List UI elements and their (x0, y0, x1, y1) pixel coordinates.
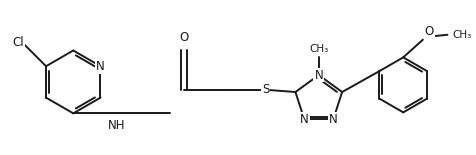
Text: NH: NH (108, 119, 125, 132)
Text: S: S (261, 83, 269, 96)
Text: N: N (96, 60, 105, 73)
Text: O: O (424, 25, 433, 38)
Text: Cl: Cl (13, 36, 24, 49)
Text: O: O (179, 31, 188, 44)
Text: N: N (299, 113, 308, 126)
Text: N: N (328, 113, 337, 126)
Text: N: N (314, 69, 322, 82)
Text: CH₃: CH₃ (308, 44, 328, 54)
Text: CH₃: CH₃ (451, 30, 471, 40)
